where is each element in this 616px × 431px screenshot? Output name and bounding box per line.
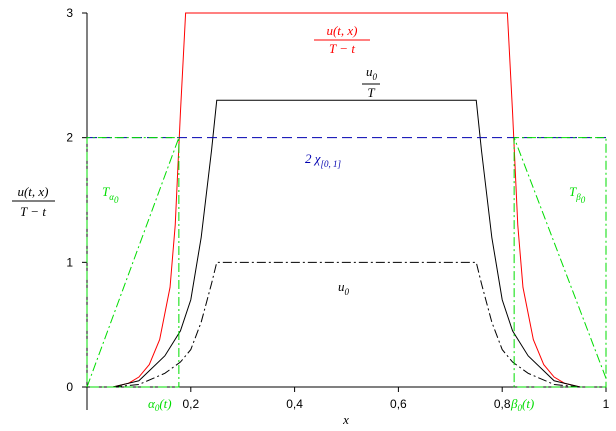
initial-sub: 0 (345, 287, 350, 297)
ratio-denominator: T − t (329, 41, 355, 56)
x-tick-label: 1 (603, 397, 610, 411)
y-tick-label: 1 (66, 255, 73, 269)
scaled-numerator: u0 (366, 64, 378, 82)
series-line (513, 137, 607, 388)
t-beta-sub: β (575, 192, 581, 202)
series-line (86, 137, 180, 388)
t-alpha-base: T (102, 184, 110, 199)
t-alpha-sub: α (109, 192, 114, 202)
x-tick-label: 0,8 (494, 397, 511, 411)
t-beta-label: Tβ0 (569, 184, 586, 205)
t-alpha-subsub: 0 (114, 195, 119, 205)
beta-point-base: β (510, 396, 518, 411)
initial-base: u (338, 279, 345, 294)
indicator-label: 2 χ[0, 1] (305, 151, 341, 169)
series-line (87, 99, 606, 388)
y-label-denominator: T − t (20, 204, 46, 219)
x-tick-label: 0,4 (286, 397, 303, 411)
indicator-sub: [0, 1] (320, 159, 341, 169)
beta-point-sub: 0 (517, 403, 522, 413)
t-beta-subsub: 0 (581, 195, 586, 205)
ratio-numerator: u(t, x) (326, 23, 357, 38)
beta-point-label: β0(t) (510, 396, 534, 413)
alpha-point-label: α0(t) (148, 396, 172, 413)
indicator-base: 2 χ (305, 151, 321, 166)
x-tick-label: 0,6 (390, 397, 407, 411)
x-tick-label: 0,2 (182, 397, 199, 411)
y-tick-label: 3 (66, 6, 73, 20)
y-label-numerator: u(t, x) (17, 184, 48, 199)
series-line (112, 261, 581, 388)
scaled-numerator-base: u (366, 64, 373, 79)
series-line (87, 12, 606, 388)
x-label: x (342, 412, 349, 427)
t-beta-base: T (569, 184, 577, 199)
beta-point-rest: (t) (522, 396, 534, 411)
alpha-point-sub: 0 (155, 403, 160, 413)
initial-label: u0 (338, 279, 350, 297)
y-tick-label: 0 (66, 380, 73, 394)
alpha-point-rest: (t) (159, 396, 171, 411)
t-alpha-label: Tα0 (102, 184, 119, 205)
y-tick-label: 2 (66, 131, 73, 145)
scaled-denominator: T (367, 85, 375, 100)
scaled-numerator-sub: 0 (373, 72, 378, 82)
alpha-point-base: α (148, 396, 156, 411)
